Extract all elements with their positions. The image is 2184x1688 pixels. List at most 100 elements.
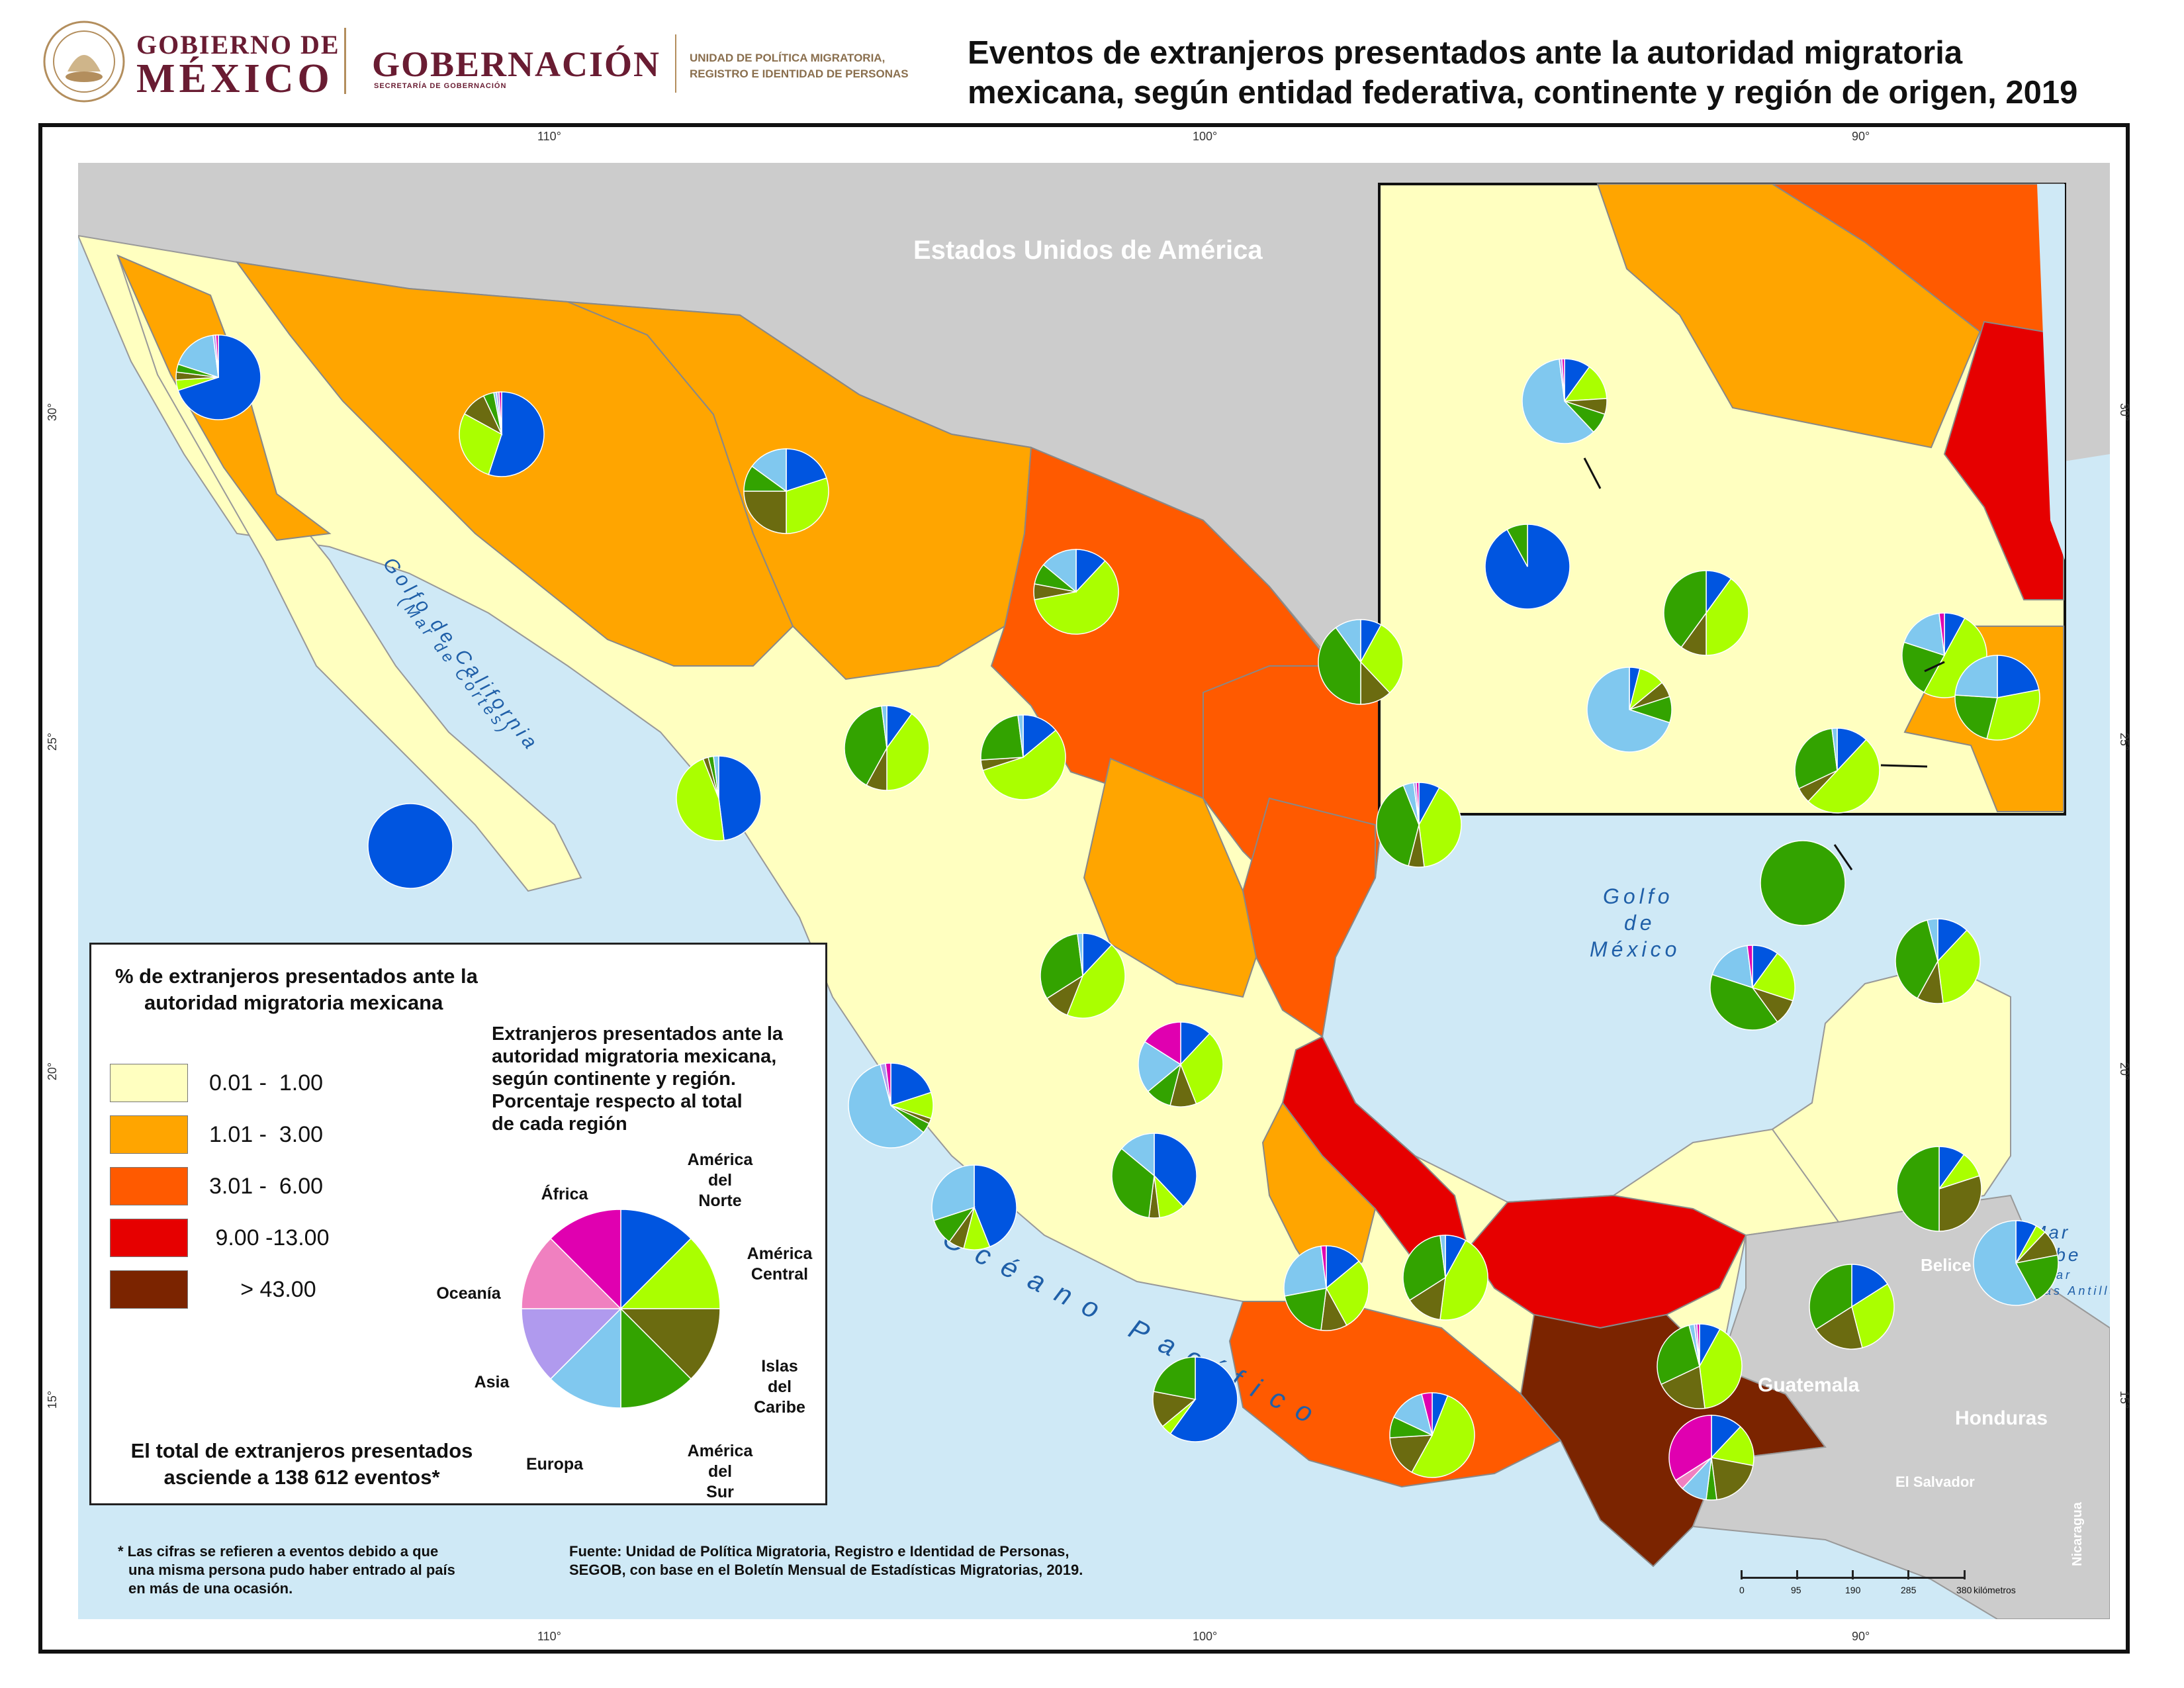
- inset-arrow-0: [1583, 457, 1602, 489]
- coord-right-30: 30°: [2118, 402, 2132, 422]
- coord-top-110: 110°: [537, 130, 561, 143]
- pie-label-ac-2: Central: [751, 1265, 809, 1284]
- footnote: * Las cifras se refieren a eventos debid…: [118, 1542, 541, 1598]
- map-pie-27-slice-europa: [1903, 612, 1945, 657]
- pie-label-ic-1: Islas: [761, 1357, 798, 1376]
- map-area: Estados Unidos de América Golfo de Calif…: [78, 163, 2110, 1619]
- pie-label-ac-1: América: [747, 1244, 813, 1263]
- pie-label-as-1: América: [687, 1442, 753, 1460]
- map-pie-27-slice-america_sur: [1901, 641, 1946, 694]
- legend-label-1: 0.01 - 1.00: [209, 1070, 324, 1096]
- legend-total: El total de extranjeros presentados asci…: [110, 1438, 494, 1491]
- map-pie-0-slice-america_norte: [177, 334, 261, 420]
- legend-box: % de extranjeros presentados ante la aut…: [89, 943, 827, 1505]
- scale-label-190: 190: [1845, 1585, 1861, 1595]
- map-pie-27-slice-africa: [1938, 612, 1945, 656]
- map-pie-29-slice-europa: [1831, 727, 1838, 771]
- pie-label-an-2: del: [707, 1171, 733, 1190]
- coord-bottom-100: 100°: [1193, 1630, 1218, 1643]
- map-pie-1-slice-america_norte: [488, 391, 545, 477]
- unidad-line-1: UNIDAD DE POLÍTICA MIGRATORIA,: [690, 52, 886, 64]
- map-pie-23-slice-europa: [1973, 1220, 2037, 1306]
- legend-pie-title-5: de cada región: [492, 1113, 627, 1135]
- coord-left-30: 30°: [46, 402, 60, 422]
- map-pies-layer: [175, 334, 2059, 1501]
- map-pie-11-slice-america_central: [1180, 1033, 1224, 1105]
- pie-label-america-central: América Central: [740, 1244, 819, 1285]
- pie-label-islas-caribe: Islas del Caribe: [753, 1356, 806, 1418]
- map-pie-2-slice-america_central: [786, 477, 829, 534]
- map-pie-5-slice-america_central: [1418, 786, 1462, 868]
- page-title: Eventos de extranjeros presentados ante …: [968, 33, 2172, 113]
- map-pie-11-slice-europa: [1138, 1041, 1182, 1092]
- inset-arrow-2: [1880, 764, 1928, 768]
- legend-pie-slice-america_central: [619, 1237, 721, 1309]
- legend-title-line-2: autoridad migratoria mexicana: [144, 991, 443, 1014]
- map-pie-22-slice-islas_caribe: [1938, 1175, 1982, 1232]
- map-pie-14-slice-europa: [931, 1164, 975, 1221]
- scale-label-95: 95: [1791, 1585, 1801, 1595]
- guatemala-label: Guatemala: [1758, 1374, 1860, 1396]
- mexico-text: MÉXICO: [136, 56, 334, 101]
- map-pie-30-slice-america_sur: [1954, 694, 1998, 739]
- legend-label-5: > 43.00: [209, 1277, 316, 1302]
- map-pie-30-slice-europa: [1954, 655, 1998, 698]
- map-pie-0-slice-africa: [215, 334, 219, 378]
- inset-arrow-3: [1924, 661, 1945, 673]
- unidad-text: UNIDAD DE POLÍTICA MIGRATORIA, REGISTRO …: [690, 50, 968, 82]
- source-line-1: Fuente: Unidad de Política Migratoria, R…: [569, 1543, 1069, 1560]
- map-pie-29-slice-america_central: [1807, 739, 1880, 814]
- map-pie-21-slice-america_central: [1851, 1283, 1895, 1348]
- title-line-2: mexicana, según entidad federativa, cont…: [968, 75, 2078, 111]
- map-pie-33-slice-europa: [1927, 918, 1938, 962]
- pie-label-an-1: América: [687, 1150, 753, 1169]
- header-divider-2: [675, 34, 676, 93]
- legend-pie-title: Extranjeros presentados ante la autorida…: [492, 1023, 823, 1135]
- coord-left-15: 15°: [46, 1390, 60, 1409]
- coord-right-20: 20°: [2118, 1062, 2132, 1081]
- pie-label-europa: Europa: [525, 1455, 584, 1474]
- scale-unit: kilómetros: [1974, 1585, 2016, 1595]
- map-pie-24-slice-america_central: [1563, 366, 1608, 402]
- title-line-1: Eventos de extranjeros presentados ante …: [968, 35, 1963, 71]
- map-pie-5-slice-africa: [1416, 782, 1420, 825]
- legend-pie-slice-america_norte: [620, 1209, 692, 1310]
- belice-label: Belice: [1921, 1255, 1972, 1275]
- map-pie-18-slice-europa: [1393, 1393, 1433, 1436]
- map-pie-3-slice-america_central: [1034, 560, 1119, 635]
- legend-pie-slice-africa: [549, 1209, 621, 1310]
- map-pie-6-slice-america_central: [886, 713, 930, 791]
- legend-label-4: 9.00 -13.00: [209, 1225, 330, 1250]
- map-pie-15-slice-america_central: [1326, 1260, 1369, 1327]
- coord-top-100: 100°: [1193, 130, 1218, 143]
- honduras-label: Honduras: [1955, 1407, 2048, 1429]
- map-pie-4-slice-america_sur: [1318, 627, 1361, 705]
- map-pie-28-slice-europa: [1586, 667, 1670, 753]
- map-pie-21-slice-america_norte: [1851, 1264, 1889, 1308]
- map-pie-12-slice-africa: [885, 1062, 891, 1106]
- map-pie-15-slice-america_sur: [1284, 1288, 1327, 1331]
- pie-label-as-2: del: [707, 1462, 733, 1481]
- map-pie-12-slice-europa: [848, 1064, 925, 1149]
- map-pie-17-slice-america_sur: [1153, 1356, 1196, 1400]
- gobierno-text: GOBIERNO DE: [136, 30, 340, 60]
- map-pie-8-slice-america_central: [676, 758, 725, 841]
- slp-state: [1083, 757, 1257, 998]
- coord-bottom-90: 90°: [1852, 1630, 1870, 1643]
- legend-pie-slice-islas_caribe: [619, 1308, 721, 1380]
- map-pie-31-slice-america_sur: [1760, 840, 1846, 926]
- map-pie-16-slice-america_central: [1439, 1239, 1488, 1321]
- legend-pie-slice-europa: [549, 1307, 621, 1409]
- map-pie-6-slice-america_sur: [844, 705, 887, 786]
- inset-arrow-1: [1833, 844, 1853, 870]
- map-pie-32-slice-america_central: [1751, 953, 1796, 1002]
- legend-total-line-1: El total de extranjeros presentados: [130, 1439, 473, 1462]
- legend-label-3: 3.01 - 6.00: [209, 1174, 324, 1199]
- scale-label-380: 380: [1956, 1585, 1972, 1595]
- footnote-line-3: en más de una ocasión.: [128, 1580, 293, 1597]
- map-pie-32-slice-europa: [1711, 945, 1753, 989]
- map-pie-33-slice-america_central: [1937, 929, 1981, 1004]
- golfo-mexico-label-2: de: [1624, 911, 1656, 935]
- map-pie-4-slice-america_central: [1360, 624, 1404, 694]
- map-pie-12-slice-america_norte: [890, 1062, 932, 1107]
